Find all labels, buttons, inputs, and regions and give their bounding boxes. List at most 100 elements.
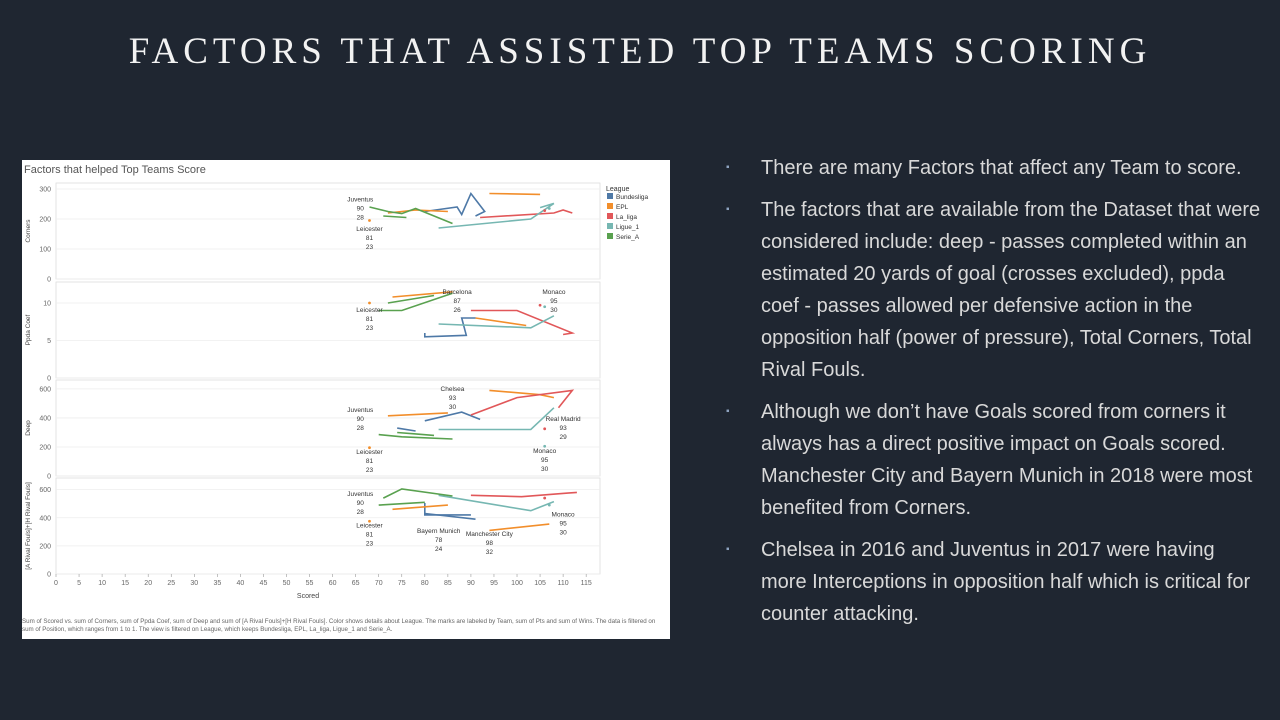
mark-label-wins: 30: [560, 529, 568, 536]
series-line: [438, 494, 555, 512]
mark-label-team: Juventus: [347, 407, 374, 414]
mark-label-team: Chelsea: [441, 386, 465, 393]
bullet-marker: ▪: [726, 204, 730, 215]
panel-frame: [55, 182, 601, 280]
x-tick-label: 5: [77, 580, 81, 587]
chart-caption: Sum of Scored vs. sum of Corners, sum of…: [22, 618, 656, 633]
y-tick-label: 10: [43, 301, 51, 308]
y-axis-label: Corners: [25, 219, 32, 243]
chart-panel: Factors that helped Top Teams Score Leag…: [22, 160, 670, 639]
data-point: [543, 209, 547, 212]
mark-label-pts: 78: [435, 537, 443, 544]
legend-swatch: [607, 233, 613, 239]
mark-label-pts: 95: [541, 457, 549, 464]
x-tick-label: 105: [534, 580, 546, 587]
y-tick-label: 5: [47, 338, 51, 345]
x-tick-label: 30: [190, 580, 198, 587]
x-tick-label: 115: [581, 580, 592, 587]
x-tick-label: 75: [398, 580, 406, 587]
x-tick-label: 95: [490, 580, 498, 587]
y-axis-label: [A Rival Fouls]+[H Rival Fouls]: [25, 482, 32, 570]
data-point: [538, 303, 542, 307]
bullet-text: Although we don’t have Goals scored from…: [761, 401, 1253, 519]
series-line: [424, 411, 481, 422]
series-line: [470, 389, 575, 416]
series-line: [387, 294, 435, 304]
bullet-item: ▪ The factors that are available from the…: [722, 194, 1262, 386]
mark-label-pts: 98: [486, 540, 494, 547]
y-tick-label: 200: [39, 444, 51, 451]
series-line: [438, 315, 555, 329]
mark-label-wins: 30: [449, 404, 457, 411]
x-tick-label: 10: [98, 580, 106, 587]
x-tick-label: 50: [283, 580, 291, 587]
bullet-list: ▪ There are many Factors that affect any …: [722, 152, 1262, 640]
mark-label-team: Leicester: [356, 449, 383, 456]
y-tick-label: 400: [39, 415, 51, 422]
legend-label: EPL: [616, 204, 629, 211]
mark-label-pts: 90: [357, 416, 365, 423]
x-axis-label: Scored: [297, 593, 319, 600]
x-tick-label: 65: [352, 580, 360, 587]
series-line: [489, 192, 541, 196]
mark-label-wins: 23: [366, 244, 374, 251]
x-tick-label: 15: [121, 580, 129, 587]
chart-title: Factors that helped Top Teams Score: [24, 164, 206, 176]
mark-label-pts: 87: [453, 298, 461, 305]
legend-swatch: [607, 213, 613, 219]
mark-label-pts: 93: [560, 425, 568, 432]
bullet-item: ▪ There are many Factors that affect any …: [722, 152, 1262, 184]
series-line: [397, 431, 435, 437]
y-axis-label: Ppda Coef: [25, 314, 32, 345]
y-tick-label: 200: [39, 543, 51, 550]
bullet-marker: ▪: [726, 162, 730, 173]
slide-title: FACTORS THAT ASSISTED TOP TEAMS SCORING: [128, 31, 1152, 72]
mark-label-wins: 28: [357, 215, 365, 222]
x-tick-label: 35: [213, 580, 221, 587]
y-tick-label: 300: [39, 187, 51, 194]
y-tick-label: 600: [39, 386, 51, 393]
panel-frame: [55, 281, 601, 379]
mark-label-wins: 28: [357, 425, 365, 432]
mark-label-team: Juventus: [347, 197, 374, 204]
mark-label-wins: 23: [366, 325, 374, 332]
mark-label-team: Leicester: [356, 226, 383, 233]
legend-label: La_liga: [616, 214, 637, 221]
y-tick-label: 400: [39, 515, 51, 522]
series-line: [387, 412, 448, 417]
data-point: [543, 427, 547, 431]
legend-swatch: [607, 223, 613, 229]
y-tick-label: 0: [47, 277, 51, 284]
series-line: [378, 501, 425, 506]
x-tick-label: 60: [329, 580, 337, 587]
series-line: [470, 309, 576, 336]
legend-label: Bundesliga: [616, 194, 649, 201]
x-tick-label: 70: [375, 580, 383, 587]
mark-label-wins: 23: [366, 467, 374, 474]
bullet-item: ▪ Chelsea in 2016 and Juventus in 2017 we…: [722, 534, 1262, 630]
mark-label-team: Monaco: [533, 448, 557, 455]
y-axis-label: Deep: [25, 420, 32, 436]
series-line: [424, 512, 476, 520]
series-line: [475, 317, 527, 327]
series-line: [383, 215, 407, 219]
series-line: [423, 317, 476, 338]
bullet-marker: ▪: [726, 406, 730, 417]
data-point: [543, 305, 547, 309]
mark-label-team: Manchester City: [466, 531, 514, 538]
mark-label-wins: 32: [486, 549, 494, 556]
x-tick-label: 20: [144, 580, 152, 587]
series-line: [378, 433, 453, 440]
mark-label-pts: 90: [357, 206, 365, 213]
legend-swatch: [607, 203, 613, 209]
legend-swatch: [607, 193, 613, 199]
x-tick-label: 90: [467, 580, 475, 587]
data-point: [368, 446, 371, 450]
data-point: [547, 207, 551, 210]
mark-label-pts: 95: [560, 520, 568, 527]
panel-frame: [55, 379, 601, 477]
y-tick-label: 0: [47, 376, 51, 383]
x-tick-label: 110: [558, 580, 569, 587]
series-line: [480, 209, 573, 219]
